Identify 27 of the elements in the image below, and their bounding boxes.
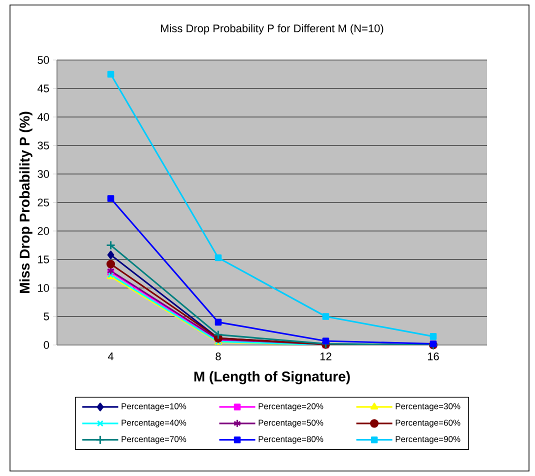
x-tick-label: 4 xyxy=(108,352,114,360)
legend-label: Percentage=90% xyxy=(396,436,460,444)
legend-label: Percentage=40% xyxy=(122,420,186,428)
x-tick-label: 8 xyxy=(216,352,221,360)
y-tick-label: 10 xyxy=(38,284,50,292)
legend-label: Percentage=20% xyxy=(258,403,324,411)
x-tick-label: 12 xyxy=(320,352,332,360)
y-tick-label: 30 xyxy=(38,170,50,178)
legend-label: Percentage=50% xyxy=(258,420,324,428)
y-tick-label: 15 xyxy=(38,256,49,264)
legend-label: Percentage=70% xyxy=(122,436,186,444)
y-tick-label: 25 xyxy=(38,198,49,206)
chart-title: Miss Drop Probability P for Different M (N=10) xyxy=(160,24,384,34)
y-tick-label: 50 xyxy=(38,56,50,64)
y-axis-title: Miss Drop Probability P (%) xyxy=(19,112,32,293)
x-axis-title: M (Length of Signature) xyxy=(194,371,350,384)
legend-label: Percentage=10% xyxy=(122,403,186,411)
y-tick-label: 20 xyxy=(38,227,50,235)
y-tick-label: 40 xyxy=(37,113,50,121)
legend-label: Percentage=80% xyxy=(258,436,324,444)
y-tick-label: 5 xyxy=(44,312,49,320)
y-tick-label: 45 xyxy=(37,84,49,92)
y-tick-label: 0 xyxy=(44,341,50,349)
legend-label: Percentage=30% xyxy=(396,403,460,411)
x-tick-label: 16 xyxy=(428,352,439,360)
y-tick-label: 35 xyxy=(38,142,49,150)
legend-label: Percentage=60% xyxy=(396,420,460,428)
